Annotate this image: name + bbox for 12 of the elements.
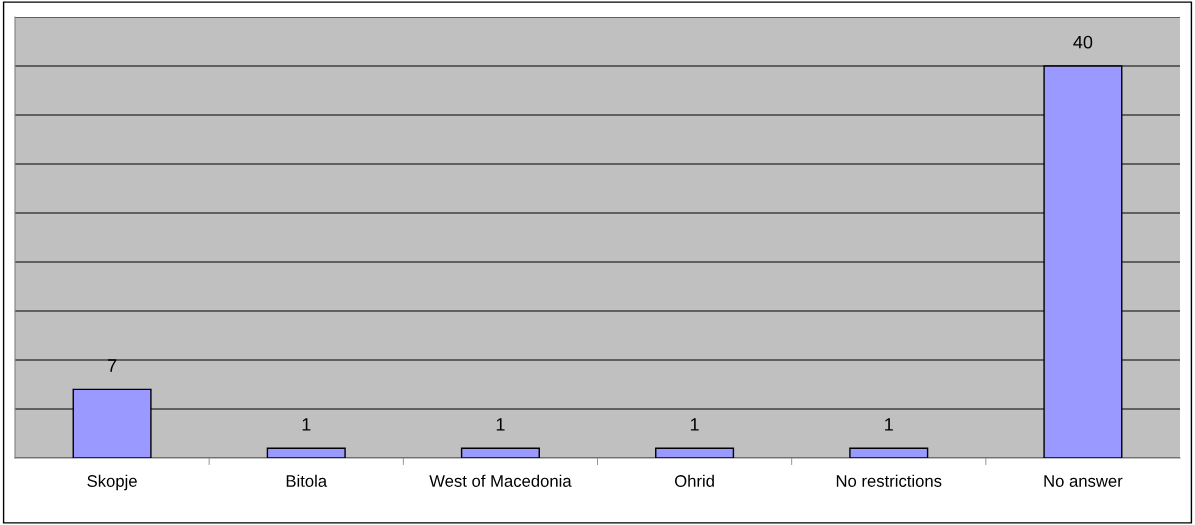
- x-tick-label: Bitola: [286, 474, 328, 487]
- x-tick-label: No answer: [1044, 475, 1123, 487]
- data-label: 1: [496, 418, 505, 431]
- data-label: 7: [107, 359, 117, 372]
- data-label: 1: [302, 418, 311, 431]
- data-label: 40: [1073, 35, 1093, 49]
- x-tick-label: West of Macedonia: [429, 474, 572, 487]
- x-tick-label: No restrictions: [836, 474, 942, 487]
- x-tick-label: Ohrid: [675, 474, 714, 487]
- data-label: 1: [885, 418, 893, 431]
- data-label: 1: [690, 418, 699, 431]
- x-tick-label: Skopje: [87, 474, 137, 491]
